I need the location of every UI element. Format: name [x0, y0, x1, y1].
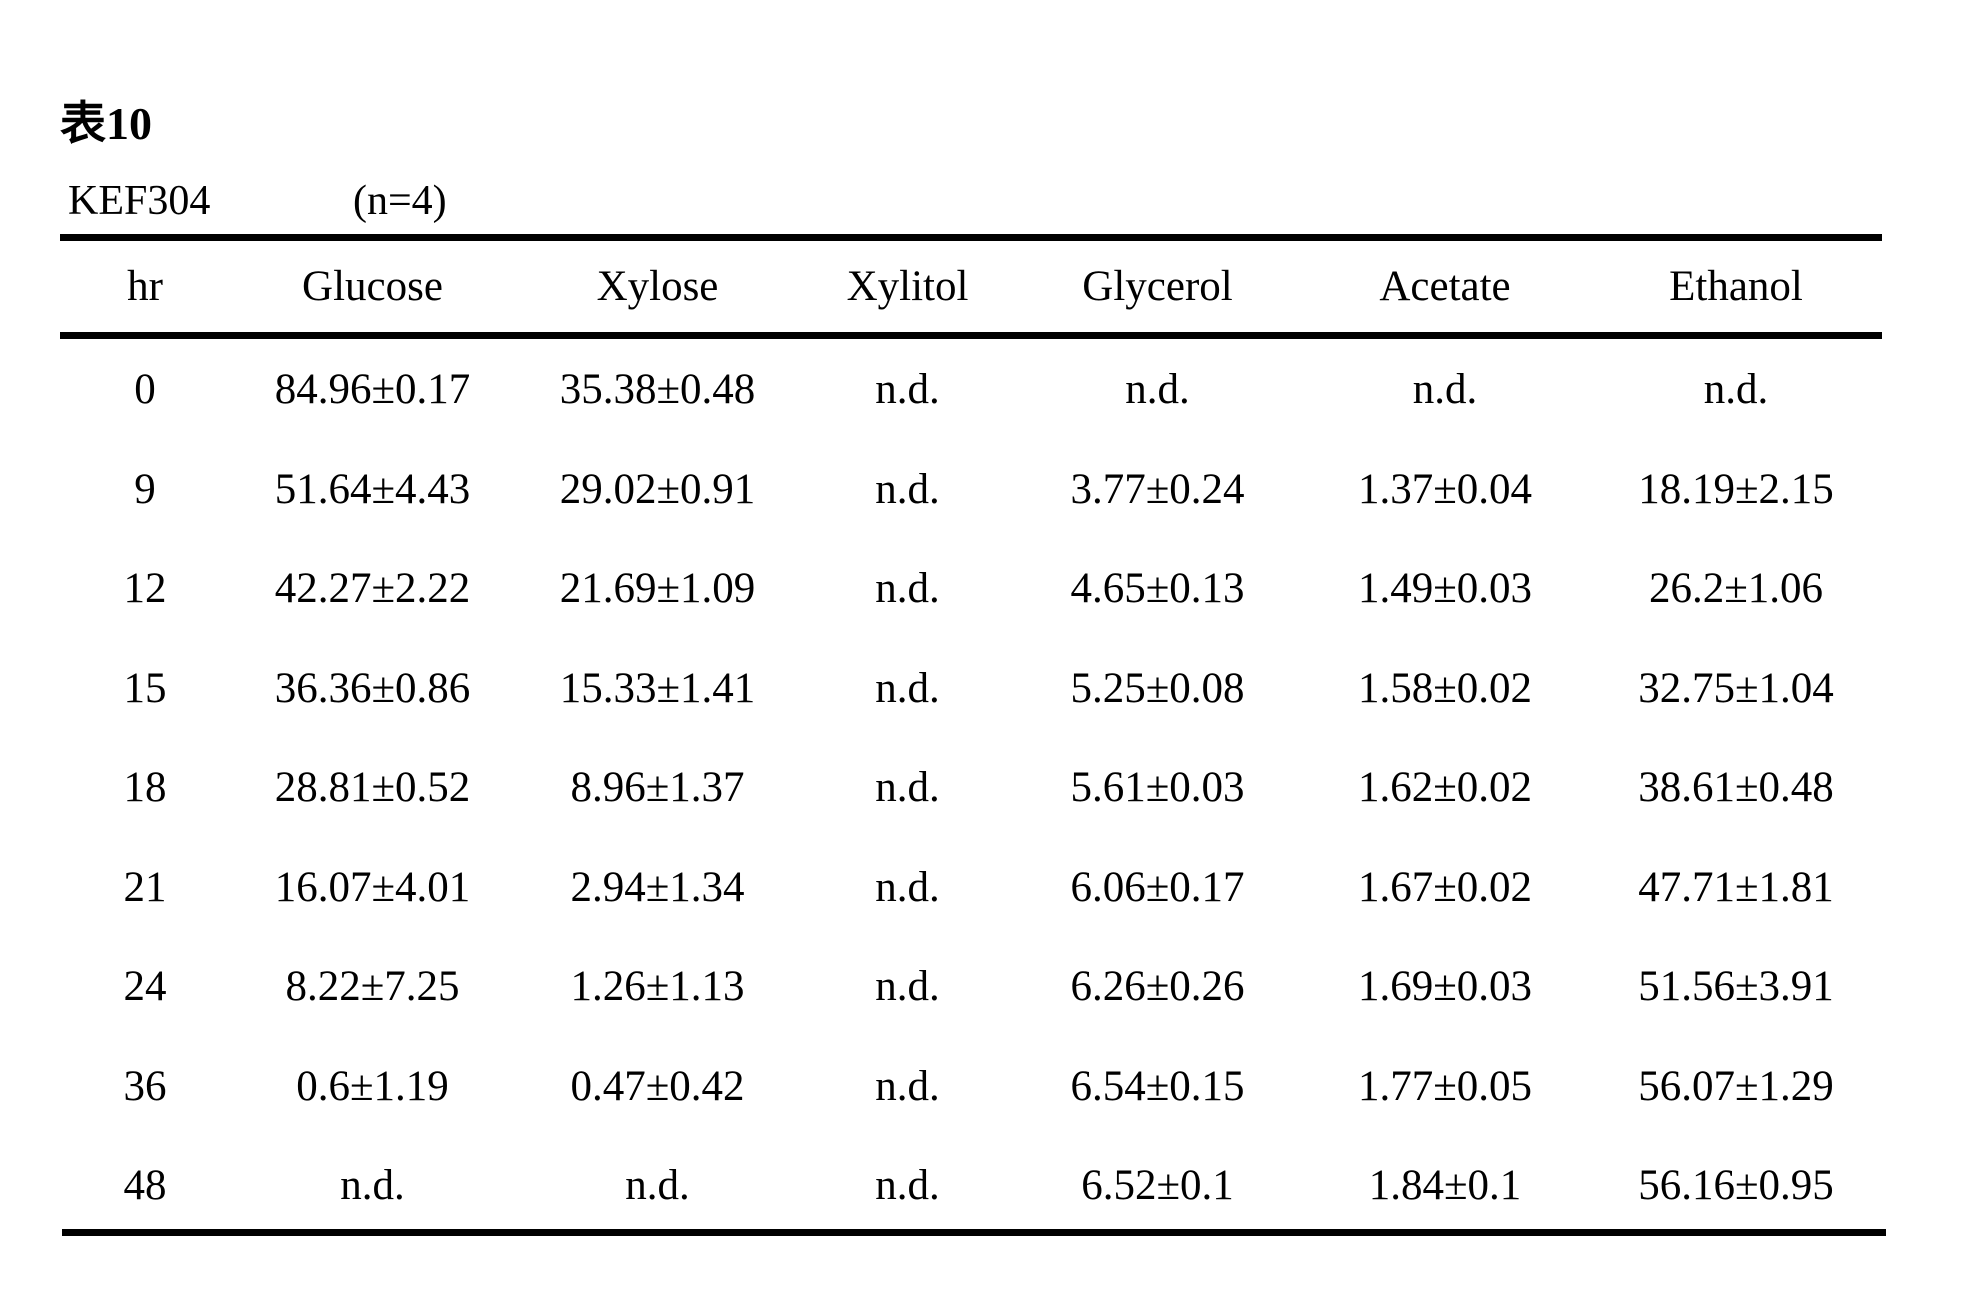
- table-row: 248.22±7.251.26±1.13n.d.6.26±0.261.69±0.…: [60, 937, 1882, 1037]
- value-cell: 1.77±0.05: [1300, 1037, 1590, 1137]
- value-cell: 26.2±1.06: [1590, 539, 1882, 639]
- table-row: 360.6±1.190.47±0.42n.d.6.54±0.151.77±0.0…: [60, 1037, 1882, 1137]
- column-header: hr: [60, 241, 230, 332]
- value-cell: 2.94±1.34: [515, 838, 800, 938]
- time-cell: 9: [60, 440, 230, 540]
- table-row: 951.64±4.4329.02±0.91n.d.3.77±0.241.37±0…: [60, 440, 1882, 540]
- value-cell: 36.36±0.86: [230, 639, 515, 739]
- value-cell: n.d.: [800, 738, 1015, 838]
- time-cell: 48: [60, 1136, 230, 1236]
- value-cell: n.d.: [800, 639, 1015, 739]
- value-cell: n.d.: [1015, 340, 1300, 440]
- table-row: 1242.27±2.2221.69±1.09n.d.4.65±0.131.49±…: [60, 539, 1882, 639]
- time-cell: 15: [60, 639, 230, 739]
- value-cell: 84.96±0.17: [230, 340, 515, 440]
- value-cell: 29.02±0.91: [515, 440, 800, 540]
- header-gap: [60, 332, 1882, 340]
- value-cell: n.d.: [515, 1136, 800, 1236]
- column-header: Acetate: [1300, 241, 1590, 332]
- value-cell: 42.27±2.22: [230, 539, 515, 639]
- value-cell: 8.96±1.37: [515, 738, 800, 838]
- value-cell: 51.64±4.43: [230, 440, 515, 540]
- table-row: 084.96±0.1735.38±0.48n.d.n.d.n.d.n.d.: [60, 340, 1882, 440]
- strain-name: KEF304: [68, 178, 210, 224]
- value-cell: 5.25±0.08: [1015, 639, 1300, 739]
- value-cell: n.d.: [800, 340, 1015, 440]
- value-cell: n.d.: [800, 1136, 1015, 1236]
- value-cell: 0.6±1.19: [230, 1037, 515, 1137]
- value-cell: 18.19±2.15: [1590, 440, 1882, 540]
- value-cell: 0.47±0.42: [515, 1037, 800, 1137]
- time-cell: 36: [60, 1037, 230, 1137]
- value-cell: 56.16±0.95: [1590, 1136, 1882, 1236]
- time-cell: 0: [60, 340, 230, 440]
- value-cell: 21.69±1.09: [515, 539, 800, 639]
- value-cell: 1.58±0.02: [1300, 639, 1590, 739]
- column-header: Xylose: [515, 241, 800, 332]
- value-cell: 1.49±0.03: [1300, 539, 1590, 639]
- value-cell: 1.69±0.03: [1300, 937, 1590, 1037]
- column-header: Glucose: [230, 241, 515, 332]
- column-header: Ethanol: [1590, 241, 1882, 332]
- value-cell: 47.71±1.81: [1590, 838, 1882, 938]
- value-cell: n.d.: [1300, 340, 1590, 440]
- value-cell: n.d.: [800, 539, 1015, 639]
- value-cell: 51.56±3.91: [1590, 937, 1882, 1037]
- value-cell: 1.62±0.02: [1300, 738, 1590, 838]
- table-row: 1536.36±0.8615.33±1.41n.d.5.25±0.081.58±…: [60, 639, 1882, 739]
- value-cell: 15.33±1.41: [515, 639, 800, 739]
- value-cell: n.d.: [800, 937, 1015, 1037]
- value-cell: 16.07±4.01: [230, 838, 515, 938]
- value-cell: 1.84±0.1: [1300, 1136, 1590, 1236]
- value-cell: 6.06±0.17: [1015, 838, 1300, 938]
- time-cell: 18: [60, 738, 230, 838]
- value-cell: n.d.: [800, 838, 1015, 938]
- value-cell: 6.54±0.15: [1015, 1037, 1300, 1137]
- value-cell: 38.61±0.48: [1590, 738, 1882, 838]
- value-cell: 8.22±7.25: [230, 937, 515, 1037]
- value-cell: 32.75±1.04: [1590, 639, 1882, 739]
- table-header-row: hr Glucose Xylose Xylitol Glycerol Aceta…: [60, 241, 1882, 332]
- value-cell: 56.07±1.29: [1590, 1037, 1882, 1137]
- table-label-prefix: 表: [60, 96, 106, 150]
- time-cell: 24: [60, 937, 230, 1037]
- table-row: 1828.81±0.528.96±1.37n.d.5.61±0.031.62±0…: [60, 738, 1882, 838]
- value-cell: 1.37±0.04: [1300, 440, 1590, 540]
- value-cell: n.d.: [800, 440, 1015, 540]
- column-header: Xylitol: [800, 241, 1015, 332]
- value-cell: 5.61±0.03: [1015, 738, 1300, 838]
- value-cell: 1.67±0.02: [1300, 838, 1590, 938]
- value-cell: 1.26±1.13: [515, 937, 800, 1037]
- time-cell: 21: [60, 838, 230, 938]
- strain-caption: KEF304 (n=4): [68, 180, 210, 222]
- time-cell: 12: [60, 539, 230, 639]
- table-row: 2116.07±4.012.94±1.34n.d.6.06±0.171.67±0…: [60, 838, 1882, 938]
- table-row: 48n.d.n.d.n.d.6.52±0.11.84±0.156.16±0.95: [60, 1136, 1882, 1236]
- value-cell: 3.77±0.24: [1015, 440, 1300, 540]
- fermentation-data-table: hr Glucose Xylose Xylitol Glycerol Aceta…: [60, 241, 1882, 1236]
- value-cell: n.d.: [1590, 340, 1882, 440]
- table-top-rule: [60, 234, 1882, 241]
- column-header: Glycerol: [1015, 241, 1300, 332]
- value-cell: 6.26±0.26: [1015, 937, 1300, 1037]
- value-cell: 35.38±0.48: [515, 340, 800, 440]
- table-label-number: 10: [106, 98, 152, 149]
- table-number-label: 表10: [60, 100, 152, 147]
- value-cell: 28.81±0.52: [230, 738, 515, 838]
- value-cell: n.d.: [800, 1037, 1015, 1137]
- table-body: 084.96±0.1735.38±0.48n.d.n.d.n.d.n.d.951…: [60, 332, 1882, 1236]
- value-cell: 4.65±0.13: [1015, 539, 1300, 639]
- sample-size: (n=4): [353, 180, 447, 222]
- value-cell: n.d.: [230, 1136, 515, 1236]
- value-cell: 6.52±0.1: [1015, 1136, 1300, 1236]
